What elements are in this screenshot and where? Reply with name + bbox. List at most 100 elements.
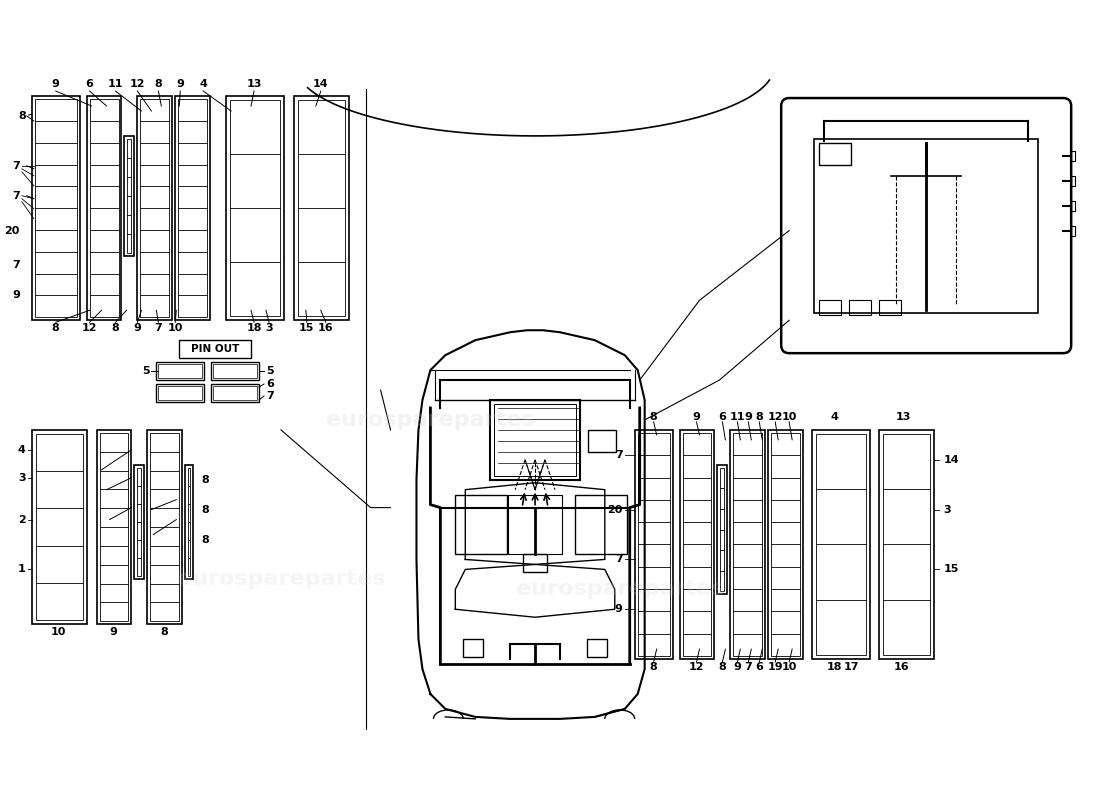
Text: 8: 8: [154, 79, 162, 89]
Text: 1: 1: [18, 565, 25, 574]
Text: 7: 7: [615, 450, 623, 460]
Bar: [36, 434, 82, 620]
Text: 7: 7: [154, 323, 162, 334]
Bar: [175, 96, 210, 320]
Text: 10: 10: [781, 662, 796, 672]
Text: 4: 4: [830, 412, 838, 422]
Bar: [879, 300, 901, 315]
Text: 9: 9: [615, 604, 623, 614]
Bar: [768, 430, 803, 659]
Bar: [138, 96, 173, 320]
Bar: [87, 96, 121, 320]
Text: 9: 9: [693, 412, 701, 422]
Bar: [814, 139, 1038, 314]
Bar: [816, 434, 866, 655]
Bar: [730, 430, 766, 659]
Bar: [491, 400, 580, 480]
Bar: [128, 139, 132, 253]
Text: 8: 8: [161, 627, 168, 638]
Text: 11: 11: [108, 79, 123, 89]
Bar: [227, 96, 284, 320]
Bar: [211, 362, 258, 380]
Bar: [178, 99, 207, 318]
Text: 2: 2: [18, 514, 25, 525]
Text: 5: 5: [142, 366, 150, 376]
Bar: [230, 100, 279, 316]
Bar: [156, 384, 205, 402]
Bar: [100, 433, 129, 622]
Bar: [879, 430, 934, 659]
Text: 7: 7: [266, 391, 274, 401]
Text: 10: 10: [167, 323, 183, 334]
Text: eurosparepartes: eurosparepartes: [516, 579, 724, 599]
Bar: [812, 430, 870, 659]
Bar: [635, 430, 672, 659]
Text: 12: 12: [130, 79, 145, 89]
Text: 15: 15: [299, 323, 315, 334]
Text: 7: 7: [745, 662, 752, 672]
Text: 3: 3: [944, 505, 952, 514]
Text: 9: 9: [110, 627, 118, 638]
Text: 16: 16: [894, 662, 910, 672]
Bar: [508, 494, 562, 554]
Text: 3: 3: [265, 323, 273, 334]
Bar: [680, 430, 714, 659]
Bar: [141, 99, 169, 318]
Text: 10: 10: [781, 412, 796, 422]
Text: 8: 8: [18, 111, 25, 121]
Bar: [32, 430, 87, 624]
Bar: [463, 639, 483, 657]
Bar: [32, 96, 79, 320]
Bar: [134, 465, 144, 579]
Text: 7: 7: [12, 261, 20, 270]
Text: 18: 18: [826, 662, 842, 672]
Bar: [97, 430, 132, 624]
Text: 8: 8: [201, 505, 209, 514]
Bar: [587, 430, 616, 452]
Text: 12: 12: [768, 412, 783, 422]
Bar: [213, 364, 257, 378]
Text: eurosparepartes: eurosparepartes: [177, 570, 385, 590]
Bar: [849, 300, 871, 315]
Bar: [147, 430, 183, 624]
Text: 4: 4: [199, 79, 207, 89]
Bar: [455, 494, 507, 554]
Text: 15: 15: [944, 565, 959, 574]
Bar: [720, 468, 725, 591]
Bar: [188, 468, 190, 576]
Text: 12: 12: [81, 323, 98, 334]
Bar: [35, 99, 77, 318]
Bar: [638, 433, 670, 656]
Bar: [156, 362, 205, 380]
Bar: [138, 468, 142, 576]
Text: 6: 6: [718, 412, 726, 422]
Text: 5: 5: [266, 366, 274, 376]
Bar: [524, 554, 547, 572]
Bar: [298, 100, 344, 316]
Text: 7: 7: [12, 190, 20, 201]
Text: 9: 9: [52, 79, 59, 89]
Text: 6: 6: [266, 379, 274, 389]
Text: 14: 14: [944, 454, 959, 465]
Bar: [820, 300, 842, 315]
Bar: [575, 494, 627, 554]
Text: 7: 7: [615, 554, 623, 565]
Text: PIN OUT: PIN OUT: [191, 344, 240, 354]
Text: 7: 7: [12, 161, 20, 171]
Bar: [211, 384, 258, 402]
Text: 16: 16: [318, 323, 333, 334]
Text: 8: 8: [111, 323, 120, 334]
Text: 13: 13: [896, 412, 912, 422]
Bar: [494, 404, 576, 476]
Text: 11: 11: [729, 412, 745, 422]
Text: 20: 20: [607, 505, 623, 514]
Text: 8: 8: [52, 323, 59, 334]
Text: 9: 9: [133, 323, 142, 334]
Text: 6: 6: [756, 662, 763, 672]
Text: 8: 8: [718, 662, 726, 672]
Text: 8: 8: [650, 662, 658, 672]
Text: 12: 12: [689, 662, 704, 672]
Bar: [151, 433, 179, 622]
Bar: [734, 433, 762, 656]
Text: eurosparepartes: eurosparepartes: [327, 410, 535, 430]
